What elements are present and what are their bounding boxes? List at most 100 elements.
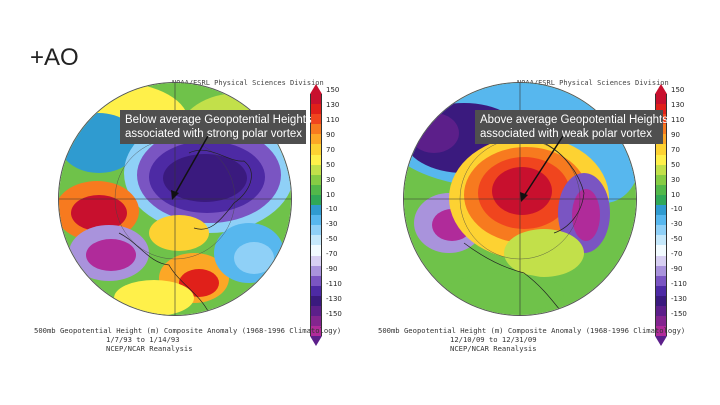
colorbar-cell [655,316,667,327]
callout-box: Above average Geopotential Heights assoc… [475,110,668,144]
map-caption: 500mb Geopotential Height (m) Composite … [378,326,685,353]
colorbar-top-tip [310,84,322,94]
colorbar-cell [655,265,667,276]
colorbar-tick-label: 110 [671,115,685,124]
colorbar-cell [310,154,322,165]
callout-line1: Below average Geopotential Heights [125,114,312,126]
map-credit: NOAA/ESRL Physical Sciences Division [517,79,669,87]
colorbar-cell [310,235,322,246]
colorbar-cell [310,104,322,115]
map-panel-weak-vortex: NOAA/ESRL Physical Sciences Division [378,74,687,374]
colorbar-cell [655,194,667,206]
colorbar-tick-label: 10 [326,190,335,199]
colorbar-tick-label: -10 [671,205,683,214]
colorbar-cell [655,235,667,246]
colorbar-tick-label: 70 [671,145,680,154]
colorbar-cell [655,205,667,216]
colorbar-cell [310,295,322,306]
colorbar-tick-label: 130 [326,100,340,109]
colorbar-cell [310,205,322,216]
colorbar-cell [655,295,667,306]
caption-line2: 1/7/93 to 1/14/93 [106,335,180,344]
colorbar-cell [310,164,322,175]
colorbar-cell [655,94,667,105]
colorbar-cell [310,124,322,135]
colorbar-cell [310,174,322,185]
caption-line2: 12/10/09 to 12/31/09 [450,335,537,344]
colorbar-cell [655,154,667,165]
colorbar-cell [655,305,667,317]
colorbar-tick-label: -50 [326,235,338,244]
colorbar-cell [655,104,667,115]
colorbar-cell [655,255,667,266]
colorbar-tick-label: -70 [671,250,683,259]
colorbar-tick-label: 130 [671,100,685,109]
caption-line1: 500mb Geopotential Height (m) Composite … [34,326,342,335]
colorbar-tick-label: 30 [671,175,680,184]
colorbar-tick-label: 110 [326,115,340,124]
callout-line2: associated with weak polar vortex [480,128,652,140]
colorbar-cell [655,225,667,236]
colorbar-tick-label: 90 [326,130,335,139]
colorbar-tick-label: 150 [671,86,685,94]
colorbar-cell [655,174,667,185]
colorbar-cell [310,285,322,296]
callout-line2: associated with strong polar vortex [125,128,303,140]
colorbar-tick-label: -10 [326,205,338,214]
caption-line3: NCEP/NCAR Reanalysis [106,344,193,353]
colorbar-cell [310,194,322,206]
colorbar-tick-label: -30 [671,220,683,229]
colorbar-cell [310,144,322,155]
colorbar-tick-label: -110 [671,280,687,289]
colorbar-cell [310,114,322,125]
colorbar-bottom-tip [310,336,322,347]
colorbar-ticks: 150 130 110 90 70 50 30 10 -10 -30 -50 -70 -90 -110 -1… [671,84,695,320]
colorbar-cell [655,144,667,155]
colorbar-tick-label: -130 [671,295,687,304]
colorbar-cell [310,245,322,256]
colorbar-cell [310,316,322,327]
colorbar-tick-label: 150 [326,86,340,94]
colorbar-cell [310,305,322,317]
colorbar-ticks: 150 130 110 90 70 50 30 10 -10 -30 -50 -70 -90 -110 -1… [326,84,350,320]
colorbar-cell [655,164,667,175]
colorbar-cell [310,215,322,226]
colorbar-tick-label: 10 [671,190,680,199]
colorbar-tick-label: -90 [326,265,338,274]
colorbar-cell [655,215,667,226]
map-caption: 500mb Geopotential Height (m) Composite … [34,326,341,353]
colorbar-cell [310,94,322,105]
colorbar-tick-label: -110 [326,280,342,289]
slide-title: +AO [30,44,79,71]
colorbar-tick-label: -130 [326,295,342,304]
colorbar-tick-label: 90 [671,130,680,139]
colorbar-tick-label: 50 [326,160,335,169]
colorbar-cell [310,134,322,145]
colorbar-tick-label: -150 [326,310,342,318]
caption-line1: 500mb Geopotential Height (m) Composite … [378,326,686,335]
colorbar [310,84,322,347]
colorbar-tick-label: -90 [671,265,683,274]
callout-box: Below average Geopotential Heights assoc… [120,110,312,144]
callout-line1: Above average Geopotential Heights [480,114,668,126]
map-panel-strong-vortex: NOAA/ESRL Physical Sciences Division [34,74,342,374]
colorbar-cell [655,275,667,286]
caption-line3: NCEP/NCAR Reanalysis [450,344,537,353]
colorbar-bottom-tip [655,336,667,347]
map-credit: NOAA/ESRL Physical Sciences Division [172,79,324,87]
colorbar-tick-label: -150 [671,310,687,318]
colorbar-tick-label: 50 [671,160,680,169]
colorbar-tick-label: 70 [326,145,335,154]
colorbar-cell [310,184,322,195]
colorbar-tick-label: -30 [326,220,338,229]
colorbar-cell [655,285,667,296]
colorbar-cell [310,225,322,236]
colorbar-cell [310,326,322,337]
colorbar-cell [655,326,667,337]
colorbar-cell [310,255,322,266]
colorbar-tick-label: -70 [326,250,338,259]
colorbar-cells [310,94,322,337]
colorbar-cell [655,245,667,256]
colorbar-top-tip [655,84,667,94]
colorbar-cell [310,275,322,286]
